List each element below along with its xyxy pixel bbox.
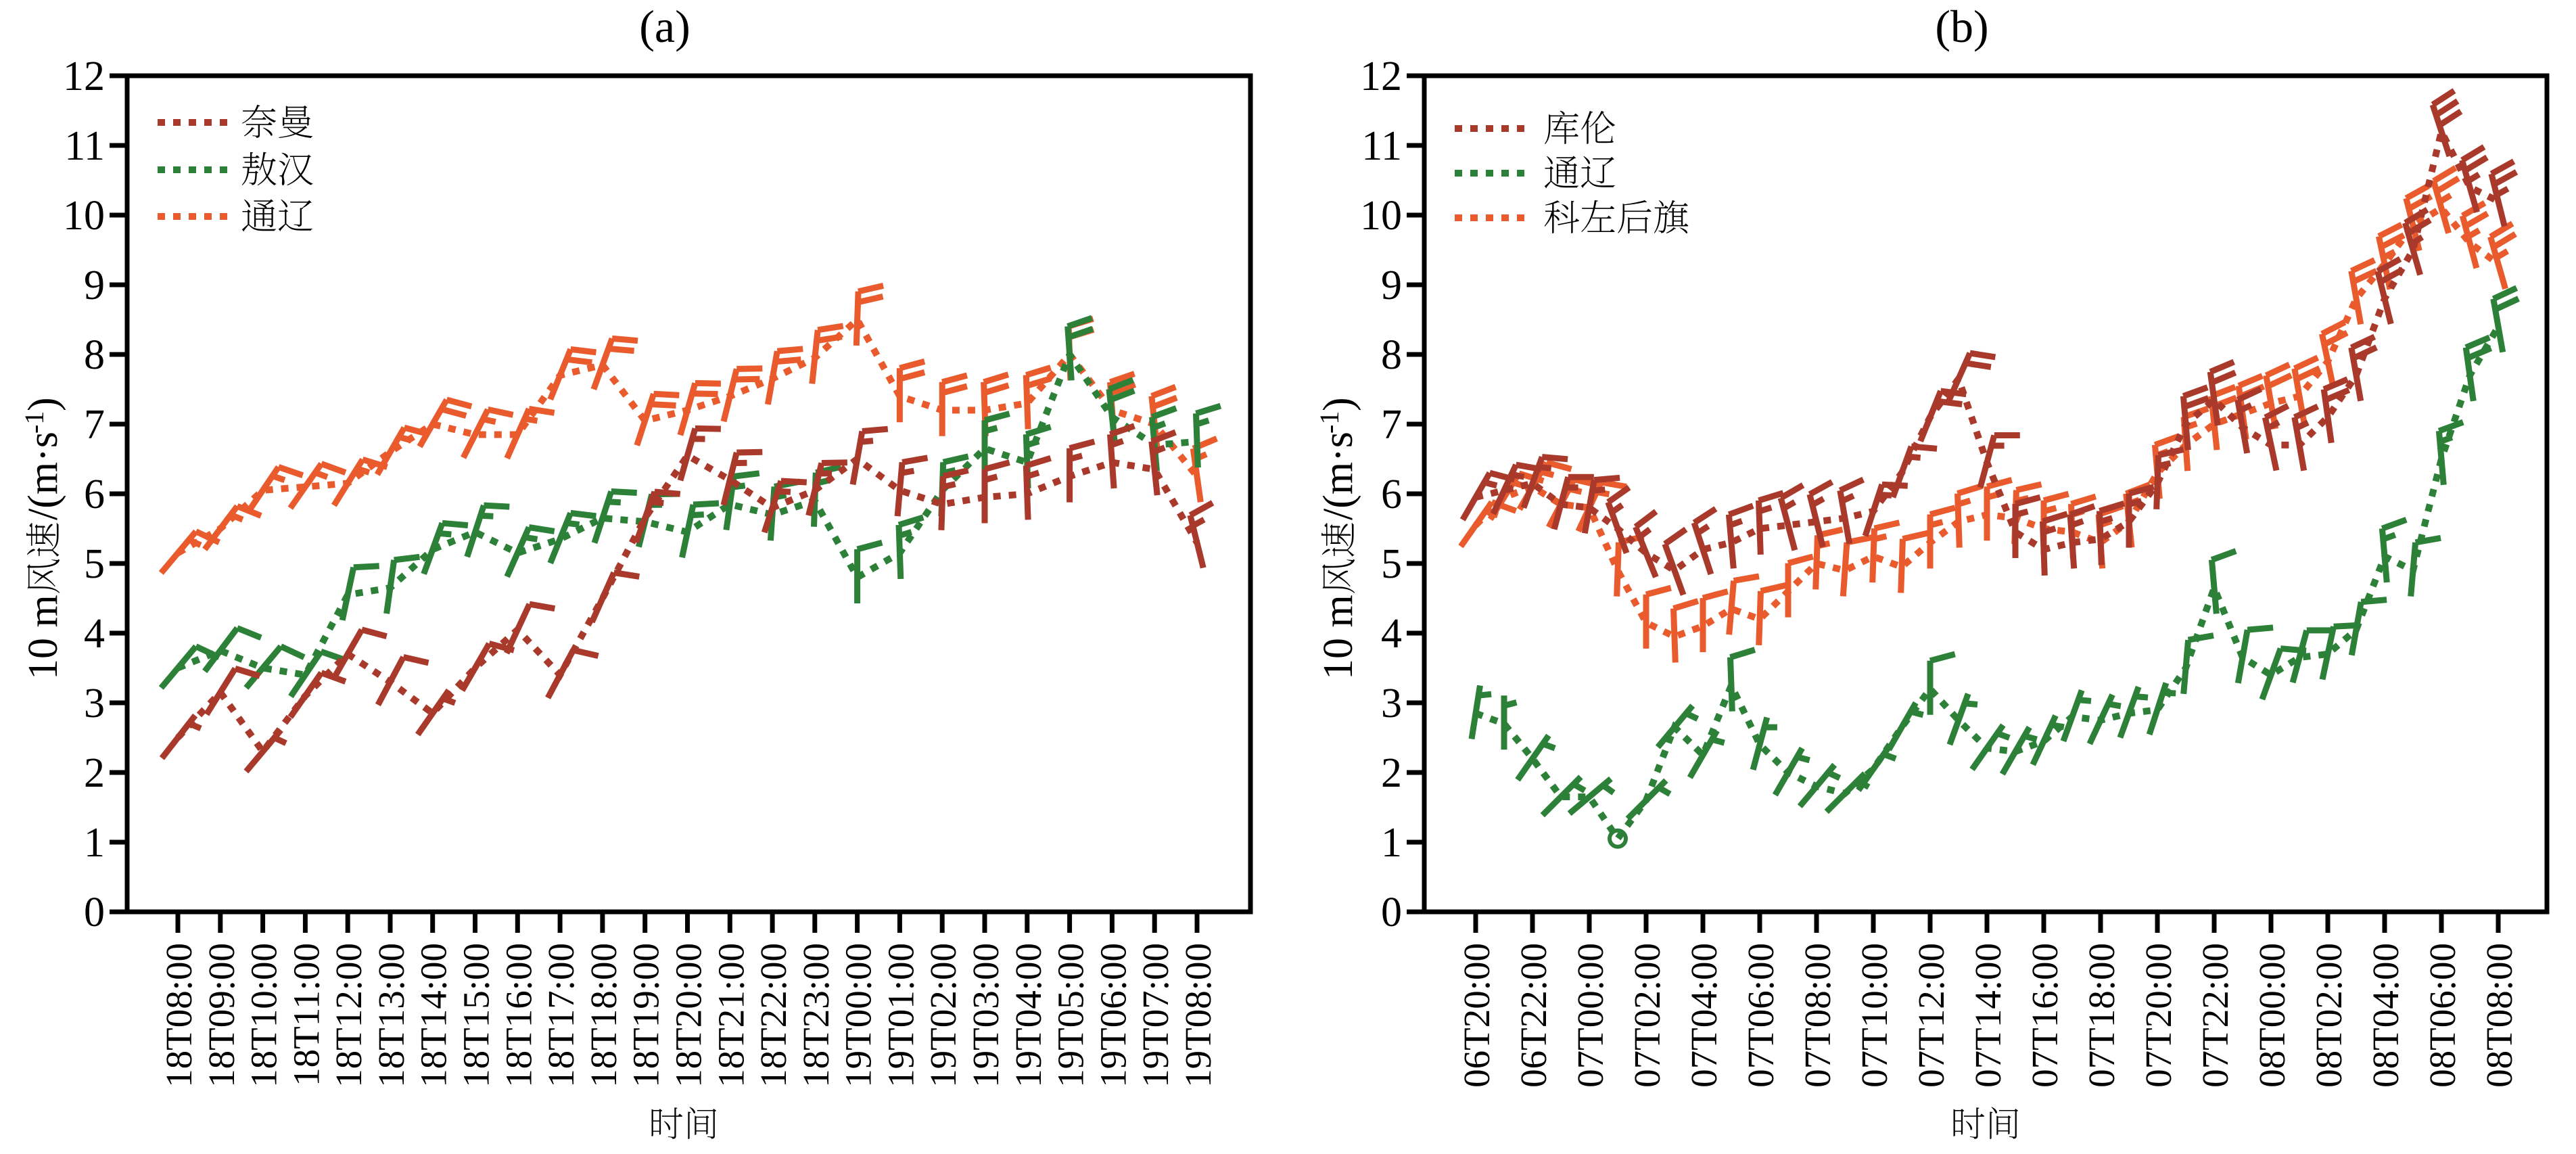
svg-text:08T02:00: 08T02:00 — [2308, 943, 2349, 1088]
svg-text:0: 0 — [1381, 890, 1402, 936]
svg-text:08T08:00: 08T08:00 — [2479, 943, 2520, 1088]
svg-text:19T06:00: 19T06:00 — [1092, 943, 1133, 1088]
svg-text:(a): (a) — [639, 1, 690, 52]
svg-text:(b): (b) — [1935, 1, 1988, 52]
svg-text:5: 5 — [1381, 541, 1402, 587]
svg-text:11: 11 — [64, 123, 105, 169]
svg-text:18T10:00: 18T10:00 — [243, 943, 285, 1088]
svg-text:11: 11 — [1361, 123, 1402, 169]
svg-text:07T00:00: 07T00:00 — [1570, 943, 1611, 1088]
svg-text:07T10:00: 07T10:00 — [1854, 943, 1895, 1088]
svg-text:18T08:00: 18T08:00 — [158, 943, 200, 1088]
svg-text:9: 9 — [1381, 262, 1402, 308]
svg-text:19T08:00: 19T08:00 — [1177, 943, 1219, 1088]
svg-text:/(m·s: /(m·s — [20, 432, 66, 520]
svg-text:6: 6 — [1381, 471, 1402, 517]
svg-text:8: 8 — [1381, 332, 1402, 378]
svg-text:18T14:00: 18T14:00 — [413, 943, 454, 1088]
svg-text:18T11:00: 18T11:00 — [285, 943, 327, 1086]
svg-text:19T03:00: 19T03:00 — [965, 943, 1006, 1088]
svg-text:18T15:00: 18T15:00 — [456, 943, 497, 1088]
svg-text:12: 12 — [63, 53, 105, 99]
svg-text:08T06:00: 08T06:00 — [2422, 943, 2463, 1088]
svg-text:07T16:00: 07T16:00 — [2024, 943, 2065, 1088]
svg-text:10 m: 10 m — [20, 595, 66, 680]
svg-text:19T04:00: 19T04:00 — [1008, 943, 1049, 1088]
svg-text:08T00:00: 08T00:00 — [2251, 943, 2293, 1088]
svg-text:4: 4 — [1381, 611, 1402, 657]
svg-text:10: 10 — [1360, 193, 1402, 239]
svg-text:7: 7 — [1381, 402, 1402, 448]
svg-text:): ) — [1315, 397, 1361, 411]
svg-text:7: 7 — [84, 402, 105, 448]
svg-text:19T00:00: 19T00:00 — [838, 943, 879, 1088]
svg-text:/(m·s: /(m·s — [1315, 432, 1361, 520]
svg-text:07T20:00: 07T20:00 — [2138, 943, 2179, 1088]
svg-text:5: 5 — [84, 541, 105, 587]
svg-text:19T01:00: 19T01:00 — [880, 943, 921, 1088]
svg-text:07T14:00: 07T14:00 — [1967, 943, 2009, 1088]
svg-text:06T22:00: 06T22:00 — [1513, 943, 1554, 1088]
svg-text:06T20:00: 06T20:00 — [1456, 943, 1497, 1088]
svg-text:07T04:00: 07T04:00 — [1683, 943, 1725, 1088]
svg-text:12: 12 — [1360, 53, 1402, 99]
svg-text:07T08:00: 07T08:00 — [1797, 943, 1838, 1088]
svg-text:07T12:00: 07T12:00 — [1911, 943, 1952, 1088]
svg-text:6: 6 — [84, 471, 105, 517]
svg-text:18T13:00: 18T13:00 — [371, 943, 412, 1088]
svg-text:07T18:00: 07T18:00 — [2081, 943, 2122, 1088]
svg-text:18T20:00: 18T20:00 — [668, 943, 709, 1088]
svg-text:9: 9 — [84, 262, 105, 308]
svg-text:-1: -1 — [1314, 411, 1344, 434]
svg-text:18T12:00: 18T12:00 — [328, 943, 369, 1088]
svg-text:08T04:00: 08T04:00 — [2365, 943, 2406, 1088]
svg-text:19T02:00: 19T02:00 — [922, 943, 964, 1088]
svg-text:18T21:00: 18T21:00 — [710, 943, 751, 1088]
svg-text:07T22:00: 07T22:00 — [2195, 943, 2236, 1088]
svg-text:07T06:00: 07T06:00 — [1740, 943, 1781, 1088]
svg-text:18T23:00: 18T23:00 — [795, 943, 837, 1088]
svg-text:2: 2 — [84, 750, 105, 796]
svg-text:19T05:00: 19T05:00 — [1050, 943, 1092, 1088]
svg-text:): ) — [20, 397, 66, 411]
svg-text:0: 0 — [84, 890, 105, 936]
svg-text:-1: -1 — [19, 411, 49, 434]
svg-text:1: 1 — [84, 820, 105, 866]
svg-text:07T02:00: 07T02:00 — [1626, 943, 1668, 1088]
svg-text:18T09:00: 18T09:00 — [201, 943, 242, 1088]
svg-text:2: 2 — [1381, 750, 1402, 796]
svg-text:19T07:00: 19T07:00 — [1135, 943, 1176, 1088]
svg-text:18T18:00: 18T18:00 — [583, 943, 624, 1088]
svg-text:18T17:00: 18T17:00 — [540, 943, 582, 1088]
svg-text:18T19:00: 18T19:00 — [626, 943, 667, 1088]
svg-text:18T16:00: 18T16:00 — [498, 943, 539, 1088]
svg-text:18T22:00: 18T22:00 — [753, 943, 794, 1088]
svg-text:3: 3 — [1381, 680, 1402, 726]
svg-text:3: 3 — [84, 680, 105, 726]
svg-text:10 m: 10 m — [1315, 595, 1361, 680]
svg-text:4: 4 — [84, 611, 105, 657]
svg-text:1: 1 — [1381, 820, 1402, 866]
svg-text:8: 8 — [84, 332, 105, 378]
svg-text:10: 10 — [63, 193, 105, 239]
